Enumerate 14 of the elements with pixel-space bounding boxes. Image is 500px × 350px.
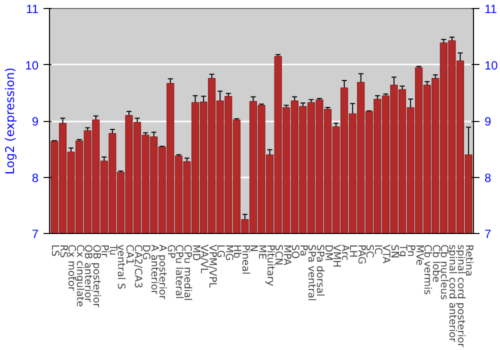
y2-tick-label: 9 bbox=[484, 114, 492, 128]
y2-tick-label: 7 bbox=[484, 227, 492, 241]
y2-tick-label: 10 bbox=[484, 58, 498, 72]
y-tick-label: 9 bbox=[32, 114, 39, 128]
x-tick-label: CA1 bbox=[124, 244, 134, 265]
y-axis-title: Log2 (expression) bbox=[3, 68, 18, 174]
x-tick-label: LS bbox=[48, 244, 60, 256]
y2-tick-label: 8 bbox=[484, 170, 492, 185]
y2-tick-label: 11 bbox=[484, 2, 498, 16]
x-tick-label: Pituitary bbox=[264, 244, 276, 286]
y-tick-label: 11 bbox=[26, 2, 39, 16]
y-tick-label: 8 bbox=[32, 170, 39, 185]
y-tick-label: 10 bbox=[25, 58, 39, 72]
y-tick-label: 7 bbox=[32, 227, 39, 241]
